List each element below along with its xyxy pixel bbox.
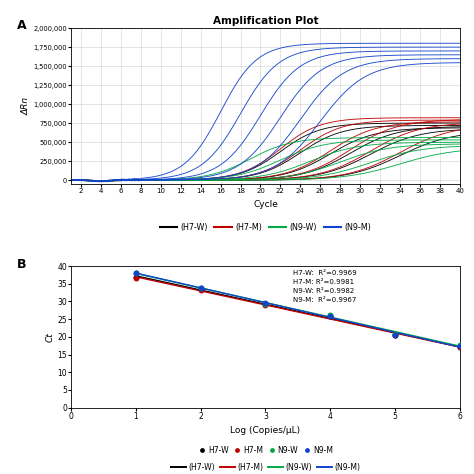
Point bbox=[262, 300, 269, 308]
Point bbox=[132, 273, 140, 281]
Text: A: A bbox=[17, 19, 27, 32]
Text: B: B bbox=[17, 257, 26, 271]
Text: H7-W:  R²=0.9969
H7-M: R²=0.9981
N9-W: R²=0.9982
N9-M:  R²=0.9967: H7-W: R²=0.9969 H7-M: R²=0.9981 N9-W: R²… bbox=[292, 270, 356, 303]
Point bbox=[197, 284, 204, 292]
Point bbox=[391, 330, 399, 338]
Point bbox=[132, 274, 140, 282]
Point bbox=[456, 344, 464, 351]
Title: Amplification Plot: Amplification Plot bbox=[213, 16, 318, 26]
Point bbox=[327, 312, 334, 319]
Point bbox=[197, 286, 204, 294]
Point bbox=[197, 285, 204, 293]
Point bbox=[262, 300, 269, 307]
Point bbox=[327, 312, 334, 320]
Y-axis label: ΔRn: ΔRn bbox=[21, 97, 30, 115]
Legend: (H7-W), (H7-M), (N9-W), (N9-M): (H7-W), (H7-M), (N9-W), (N9-M) bbox=[156, 219, 374, 235]
Point bbox=[391, 331, 399, 339]
Point bbox=[327, 312, 334, 320]
Legend: (H7-W), (H7-M), (N9-W), (N9-M): (H7-W), (H7-M), (N9-W), (N9-M) bbox=[168, 460, 363, 474]
X-axis label: Log (Copies/μL): Log (Copies/μL) bbox=[230, 426, 301, 435]
Point bbox=[262, 301, 269, 309]
Point bbox=[132, 269, 140, 277]
Point bbox=[132, 269, 140, 277]
Point bbox=[391, 331, 399, 339]
Point bbox=[262, 300, 269, 307]
Point bbox=[456, 341, 464, 348]
Point bbox=[327, 311, 334, 319]
Point bbox=[197, 284, 204, 292]
Point bbox=[391, 331, 399, 339]
Point bbox=[456, 343, 464, 351]
Point bbox=[456, 342, 464, 349]
Y-axis label: Ct: Ct bbox=[46, 332, 55, 342]
X-axis label: Cycle: Cycle bbox=[253, 200, 278, 209]
